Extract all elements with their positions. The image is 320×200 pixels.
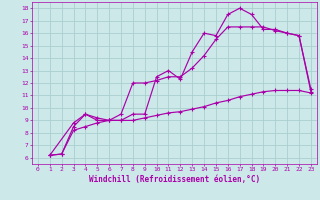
X-axis label: Windchill (Refroidissement éolien,°C): Windchill (Refroidissement éolien,°C)	[89, 175, 260, 184]
